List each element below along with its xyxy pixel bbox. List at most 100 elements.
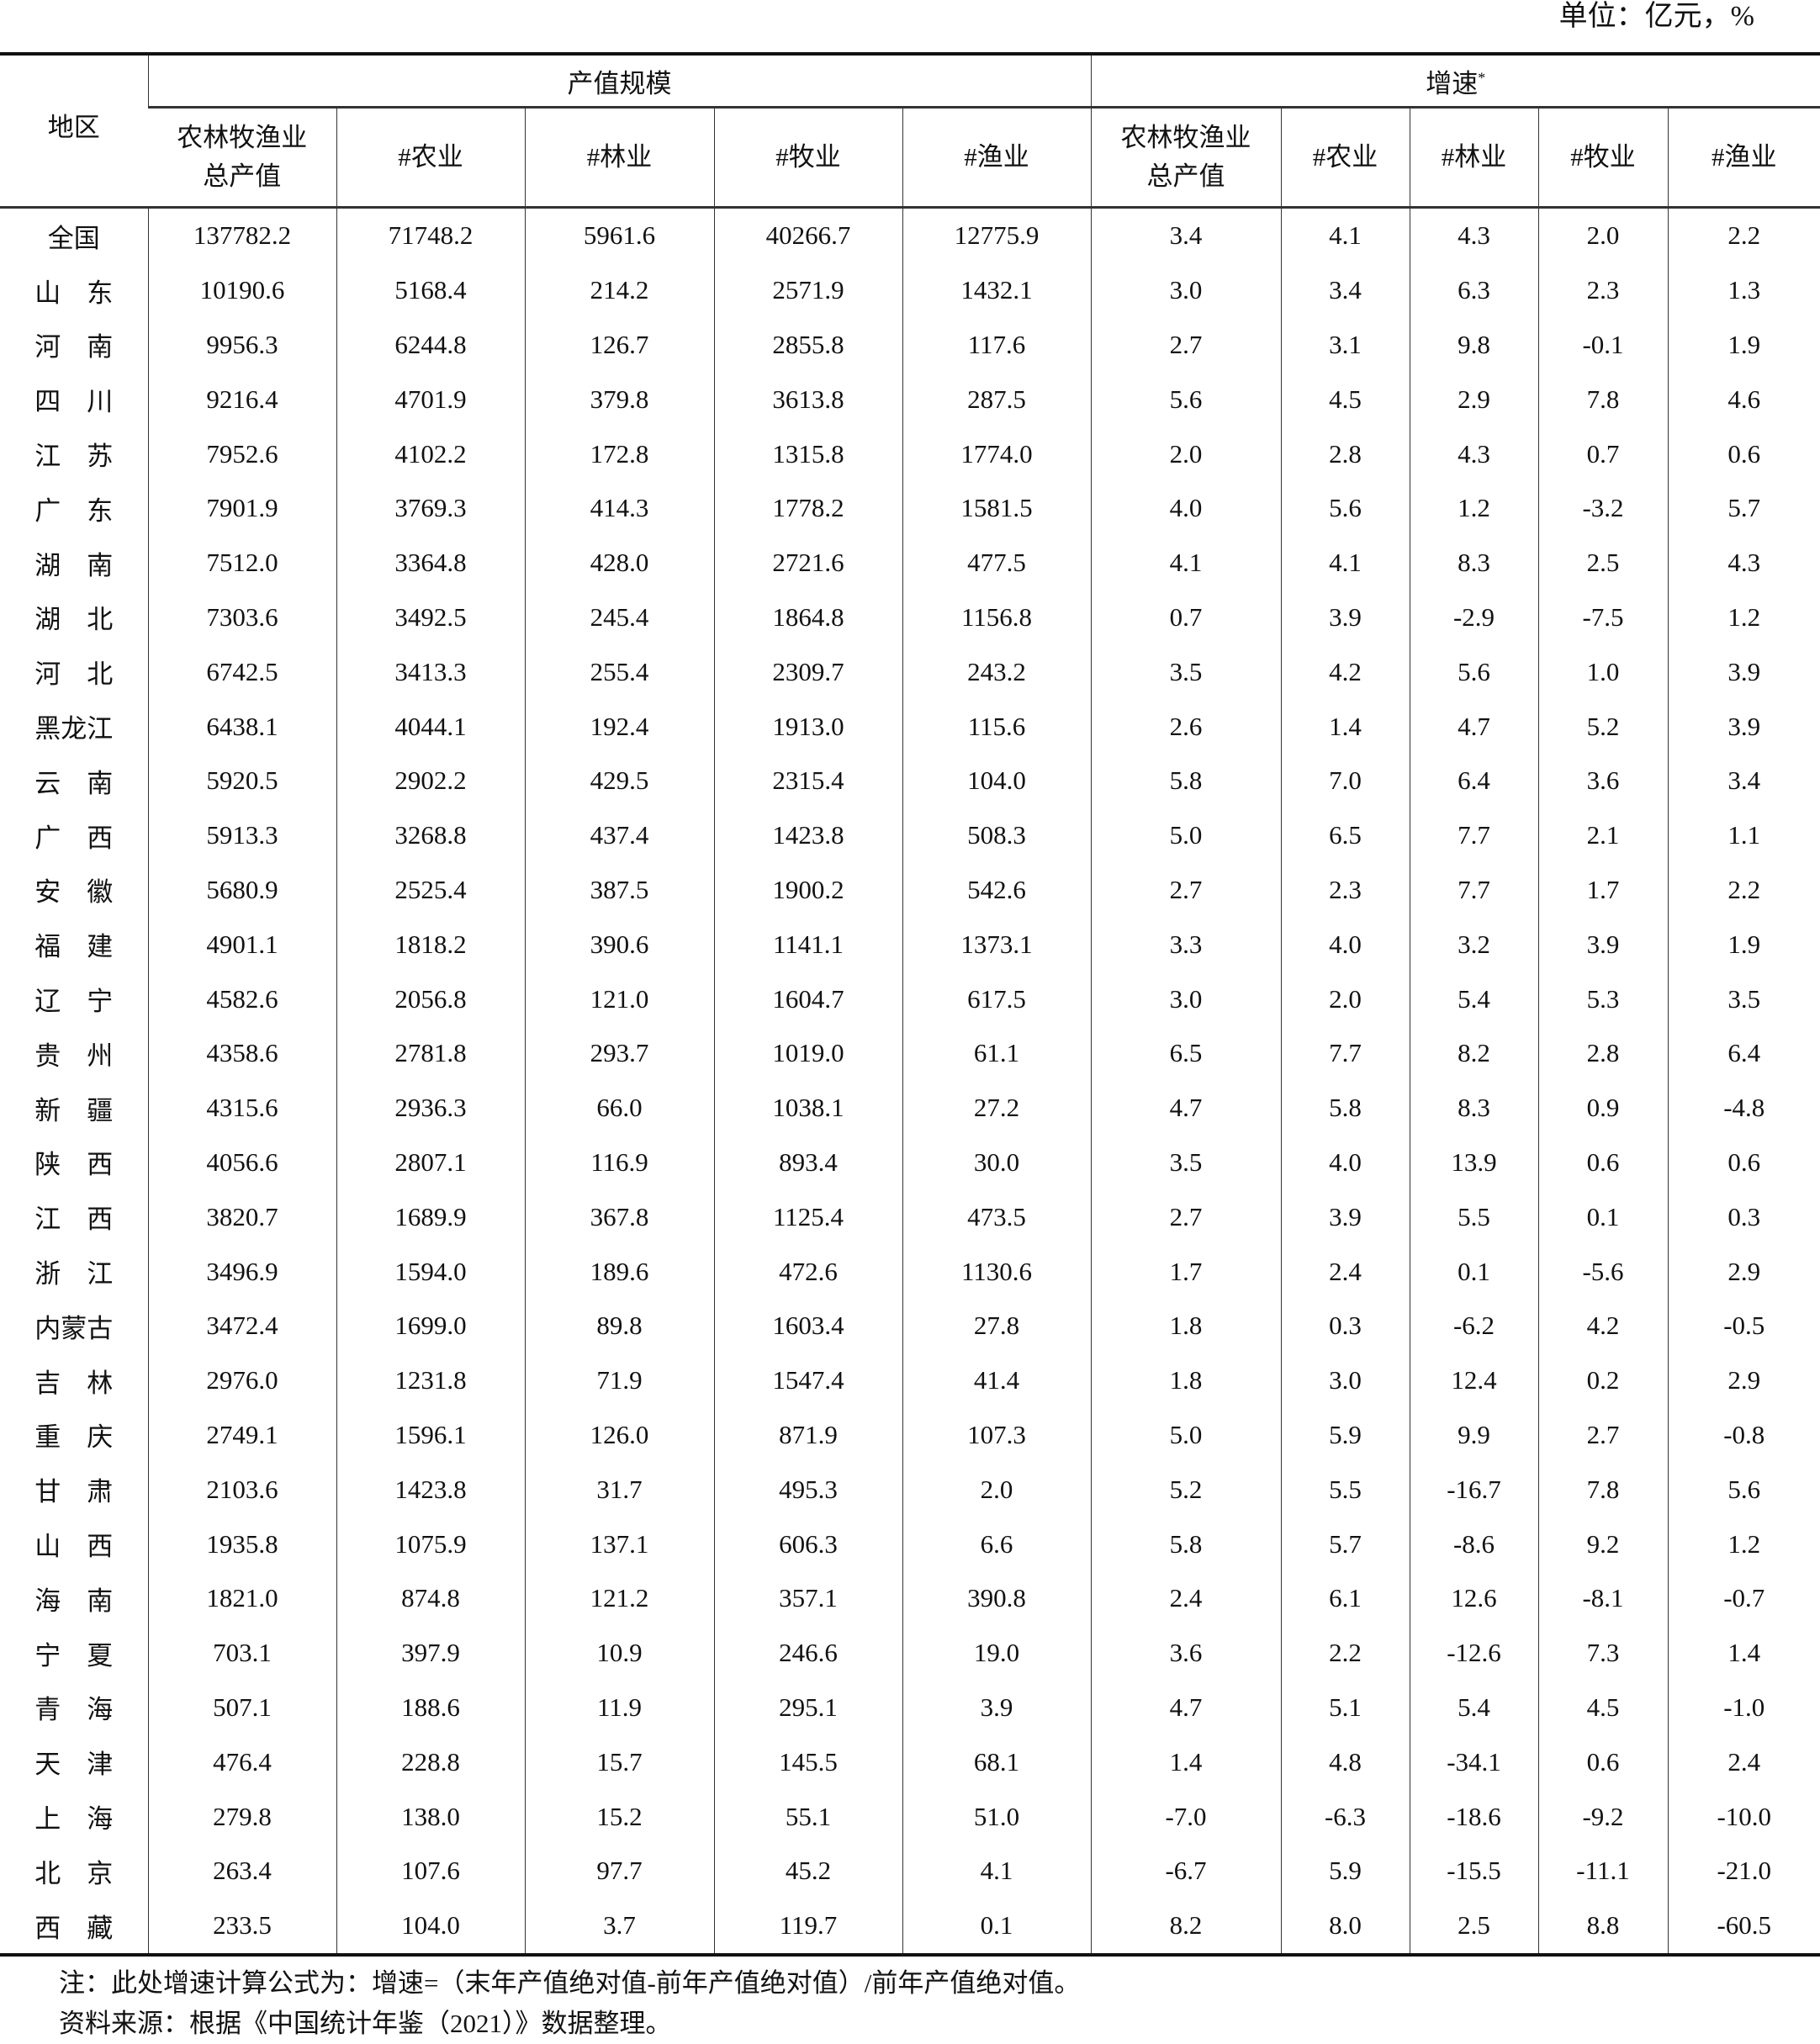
value-cell: -18.6 xyxy=(1409,1789,1538,1844)
value-cell: 390.8 xyxy=(902,1570,1091,1626)
value-cell: 137.1 xyxy=(524,1517,714,1571)
value-cell: 1.0 xyxy=(1537,644,1668,700)
value-cell: 4.1 xyxy=(1280,535,1410,590)
table-row: 北 京 263.4 107.6 97.7 45.2 4.1 -6.7 5.9 -15.5 -11.… xyxy=(0,1843,1820,1898)
value-cell: 1821.0 xyxy=(147,1570,336,1626)
value-cell: 3.1 xyxy=(1280,317,1410,373)
value-cell: -6.3 xyxy=(1280,1789,1410,1844)
value-cell: -7.5 xyxy=(1537,590,1668,645)
value-cell: 2902.2 xyxy=(336,753,525,808)
value-cell: 5.1 xyxy=(1280,1680,1410,1735)
value-cell: 263.4 xyxy=(147,1843,336,1898)
value-cell: 4102.2 xyxy=(336,426,525,481)
value-cell: 0.1 xyxy=(902,1898,1091,1955)
value-cell: 13.9 xyxy=(1409,1135,1538,1190)
value-cell: 5.5 xyxy=(1409,1189,1538,1245)
value-cell: 3496.9 xyxy=(147,1244,336,1299)
value-cell: 68.1 xyxy=(902,1734,1091,1790)
value-cell: 1.7 xyxy=(1090,1244,1281,1299)
region-cell: 辽 宁 xyxy=(34,987,114,1017)
value-cell: 3.4 xyxy=(1280,262,1410,318)
value-cell: 4358.6 xyxy=(147,1025,336,1081)
value-cell: 1423.8 xyxy=(713,808,902,863)
value-cell: 89.8 xyxy=(524,1298,714,1353)
value-cell: 379.8 xyxy=(524,372,714,427)
value-cell: -6.2 xyxy=(1409,1298,1538,1353)
value-cell: 51.0 xyxy=(902,1789,1091,1844)
value-cell: 3.7 xyxy=(524,1898,714,1955)
value-cell: 126.0 xyxy=(524,1407,714,1463)
value-cell: 287.5 xyxy=(902,372,1091,427)
value-cell: 2721.6 xyxy=(713,535,902,590)
value-cell: 3.9 xyxy=(1280,1189,1410,1245)
table-row: 重 庆 2749.1 1596.1 126.0 871.9 107.3 5.0 5.9 9.9 2… xyxy=(0,1407,1820,1463)
value-cell: 8.2 xyxy=(1409,1025,1538,1081)
value-cell: 6244.8 xyxy=(336,317,525,373)
value-cell: 214.2 xyxy=(524,262,714,318)
table-row: 贵 州 4358.6 2781.8 293.7 1019.0 61.1 6.5 7.7 8.2 2… xyxy=(0,1025,1820,1081)
value-cell: 1774.0 xyxy=(902,426,1091,481)
table-row: 广 西 5913.3 3268.8 437.4 1423.8 508.3 5.0 6.5 7.7… xyxy=(0,808,1820,863)
value-cell: 12775.9 xyxy=(902,207,1091,263)
value-cell: 4.3 xyxy=(1409,426,1538,481)
value-cell: 104.0 xyxy=(336,1898,525,1955)
value-cell: 5.6 xyxy=(1409,644,1538,700)
table-row: 内蒙古 3472.4 1699.0 89.8 1603.4 27.8 1.8 0.3 -6.2 4… xyxy=(0,1298,1820,1353)
region-cell: 吉 林 xyxy=(34,1368,114,1398)
note-source: 资料来源：根据《中国统计年鉴（2021）》数据整理。 xyxy=(59,2009,672,2038)
column-header: #林业 xyxy=(524,107,714,208)
value-cell: 2855.8 xyxy=(713,317,902,373)
value-cell: 3.5 xyxy=(1667,972,1820,1026)
value-cell: 606.3 xyxy=(713,1517,902,1571)
value-cell: 5961.6 xyxy=(524,207,714,263)
value-cell: 293.7 xyxy=(524,1025,714,1081)
value-cell: 1075.9 xyxy=(336,1517,525,1571)
value-cell: 1699.0 xyxy=(336,1298,525,1353)
value-cell: 2.4 xyxy=(1090,1570,1281,1626)
value-cell: 5.4 xyxy=(1409,1680,1538,1735)
region-cell: 山 东 xyxy=(34,278,114,308)
table-row: 山 西 1935.8 1075.9 137.1 606.3 6.6 5.8 5.7 -8.6 9.… xyxy=(0,1517,1820,1571)
value-cell: 2.9 xyxy=(1409,372,1538,427)
value-cell: 390.6 xyxy=(524,917,714,972)
column-header: #农业 xyxy=(336,107,525,208)
value-cell: 2807.1 xyxy=(336,1135,525,1190)
region-cell: 宁 夏 xyxy=(34,1640,114,1671)
table-row: 河 北 6742.5 3413.3 255.4 2309.7 243.2 3.5 4.2 5.6… xyxy=(0,644,1820,700)
value-cell: 477.5 xyxy=(902,535,1091,590)
value-cell: 5.8 xyxy=(1090,1517,1281,1571)
value-cell: 4.8 xyxy=(1280,1734,1410,1790)
value-cell: 228.8 xyxy=(336,1734,525,1790)
value-cell: 1.1 xyxy=(1667,808,1820,863)
value-cell: 1581.5 xyxy=(902,480,1091,536)
value-cell: 8.3 xyxy=(1409,535,1538,590)
value-cell: 7.8 xyxy=(1537,1462,1668,1517)
value-cell: 5.9 xyxy=(1280,1407,1410,1463)
value-cell: 1125.4 xyxy=(713,1189,902,1245)
region-cell: 江 苏 xyxy=(34,442,114,472)
value-cell: 2103.6 xyxy=(147,1462,336,1517)
value-cell: 9216.4 xyxy=(147,372,336,427)
header-group-scale: 产值规模 xyxy=(147,54,1091,109)
value-cell: 0.1 xyxy=(1409,1244,1538,1299)
value-cell: 1.2 xyxy=(1409,480,1538,536)
value-cell: 5.0 xyxy=(1090,1407,1281,1463)
value-cell: 0.3 xyxy=(1280,1298,1410,1353)
value-cell: 4.5 xyxy=(1280,372,1410,427)
value-cell: 7901.9 xyxy=(147,480,336,536)
value-cell: 2.7 xyxy=(1090,317,1281,373)
value-cell: 7.7 xyxy=(1409,808,1538,863)
value-cell: 1.4 xyxy=(1280,699,1410,754)
value-cell: -0.5 xyxy=(1667,1298,1820,1353)
value-cell: 1.4 xyxy=(1090,1734,1281,1790)
table-row: 海 南 1821.0 874.8 121.2 357.1 390.8 2.4 6.1 12.6-… xyxy=(0,1570,1820,1626)
value-cell: 507.1 xyxy=(147,1680,336,1735)
column-header: #农业 xyxy=(1280,107,1410,208)
value-cell: -11.1 xyxy=(1537,1843,1668,1898)
header-group-growth: 增速* xyxy=(1090,54,1820,109)
value-cell: 1.9 xyxy=(1667,917,1820,972)
value-cell: 5.5 xyxy=(1280,1462,1410,1517)
table-row: 浙 江 3496.9 1594.0 189.6 472.6 1130.6 1.7 2.4 0.1… xyxy=(0,1244,1820,1299)
table-row: 湖 北 7303.6 3492.5 245.4 1864.8 1156.8 0.7 3.9 -2… xyxy=(0,590,1820,645)
table-row: 西 藏 233.5 104.0 3.7 119.7 0.1 8.2 8.0 2.5 8.8 -60.… xyxy=(0,1898,1820,1955)
